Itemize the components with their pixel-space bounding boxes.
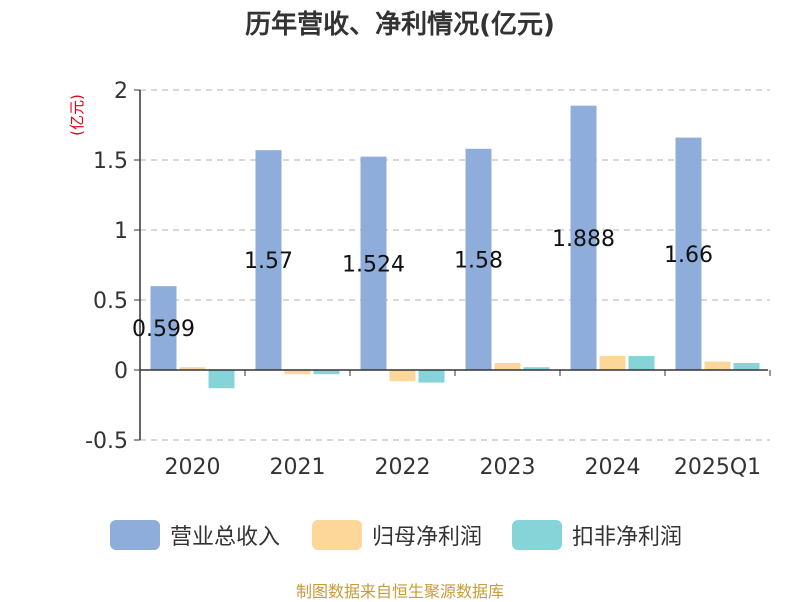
bar-revenue bbox=[255, 150, 282, 370]
data-label: 1.66 bbox=[664, 243, 713, 268]
chart-title: 历年营收、净利情况(亿元) bbox=[245, 10, 555, 40]
bar-deducted-profit bbox=[208, 370, 235, 389]
bar-revenue bbox=[150, 286, 177, 370]
bar-net-profit bbox=[599, 356, 626, 370]
x-tick-label: 2022 bbox=[375, 455, 431, 480]
data-label: 1.888 bbox=[552, 227, 615, 252]
bar-deducted-profit bbox=[313, 370, 340, 375]
x-tick-label: 2023 bbox=[480, 455, 536, 480]
legend-swatch-deducted-profit bbox=[512, 520, 562, 550]
bar-deducted-profit bbox=[733, 363, 760, 370]
legend-swatch-net-profit bbox=[312, 520, 362, 550]
bar-deducted-profit bbox=[523, 367, 550, 370]
legend-item-revenue[interactable]: 营业总收入 bbox=[110, 517, 280, 553]
bar-revenue bbox=[675, 137, 702, 370]
x-tick-label: 2021 bbox=[270, 455, 326, 480]
legend-item-deducted-profit[interactable]: 扣非净利润 bbox=[512, 517, 682, 553]
source-note: 制图数据来自恒生聚源数据库 bbox=[295, 582, 504, 601]
bar-net-profit bbox=[494, 363, 521, 370]
x-tick-label: 2024 bbox=[585, 455, 641, 480]
data-label: 1.57 bbox=[244, 249, 293, 274]
data-label: 1.58 bbox=[454, 248, 503, 273]
bar-revenue bbox=[360, 156, 387, 370]
bar-net-profit bbox=[389, 370, 416, 382]
y-axis-label: (亿元) bbox=[68, 94, 86, 136]
bar-deducted-profit bbox=[418, 370, 445, 383]
data-label: 1.524 bbox=[342, 252, 405, 277]
bar-net-profit bbox=[179, 367, 206, 370]
data-label: 0.599 bbox=[132, 317, 195, 342]
y-tick-label: 2 bbox=[114, 79, 128, 104]
x-tick-label: 2025Q1 bbox=[674, 455, 761, 480]
y-tick-label: 1 bbox=[114, 219, 128, 244]
bar-deducted-profit bbox=[628, 356, 655, 370]
legend-label-deducted-profit: 扣非净利润 bbox=[572, 525, 683, 550]
y-tick-label: -0.5 bbox=[85, 429, 128, 454]
y-tick-label: 0.5 bbox=[93, 289, 128, 314]
bar-revenue bbox=[570, 105, 597, 371]
legend-swatch-revenue bbox=[110, 520, 160, 550]
legend: 营业总收入 归母净利润 扣非净利润 bbox=[0, 517, 800, 553]
legend-label-net-profit: 归母净利润 bbox=[372, 525, 483, 550]
legend-label-revenue: 营业总收入 bbox=[170, 525, 281, 550]
bar-revenue bbox=[465, 148, 492, 370]
bar-net-profit bbox=[284, 370, 311, 375]
x-tick-label: 2020 bbox=[165, 455, 221, 480]
y-tick-label: 1.5 bbox=[93, 149, 128, 174]
y-tick-label: 0 bbox=[114, 359, 128, 384]
bar-net-profit bbox=[704, 361, 731, 370]
legend-item-net-profit[interactable]: 归母净利润 bbox=[312, 517, 482, 553]
